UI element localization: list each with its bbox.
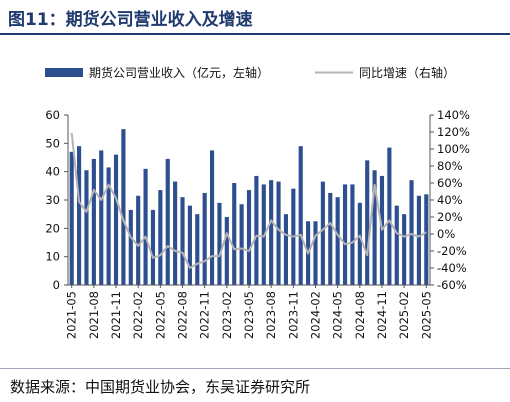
legend-line-label: 同比增速（右轴） (359, 65, 455, 80)
x-tick-label: 2025-02 (397, 291, 411, 339)
bar-2025-05 (424, 194, 429, 285)
bar-2021-07 (84, 170, 89, 285)
bar-2024-08 (357, 202, 362, 285)
bar-2024-07 (350, 184, 355, 285)
right-tick-label: 100% (437, 142, 470, 156)
bar-2024-09 (365, 160, 370, 285)
bar-2025-04 (416, 195, 421, 285)
right-tick-label: 80% (437, 159, 463, 173)
right-tick-label: -60% (437, 278, 467, 292)
x-tick-label: 2024-02 (308, 291, 322, 339)
line-series (70, 132, 427, 269)
bar-2023-10 (283, 214, 289, 285)
figure-title-bar: 图11：期货公司营业收入及增速 (0, 0, 510, 35)
x-tick-label: 2022-08 (176, 291, 190, 339)
x-tick-label: 2024-11 (375, 291, 389, 339)
left-tick-label: 60 (45, 108, 60, 122)
x-tick-label: 2022-05 (153, 291, 167, 339)
bar-2022-10 (195, 214, 200, 285)
bar-2023-05 (246, 190, 252, 285)
x-tick-label: 2025-05 (419, 291, 433, 339)
right-tick-label: 140% (437, 108, 470, 122)
left-tick-label: 20 (45, 221, 60, 235)
right-tick-label: 20% (437, 210, 463, 224)
source-note: 数据来源：中国期货业协会，东吴证券研究所 (10, 378, 311, 396)
bar-2022-07 (173, 181, 178, 285)
bar-2024-04 (328, 192, 333, 285)
x-tick-label: 2024-08 (353, 291, 367, 339)
bar-2022-11 (202, 192, 207, 285)
bar-2025-03 (409, 180, 414, 285)
bar-2025-01 (394, 205, 399, 285)
left-tick-label: 10 (45, 250, 60, 264)
x-tick-label: 2022-02 (131, 291, 145, 339)
right-tick-label: 120% (437, 125, 470, 139)
bar-2022-09 (187, 205, 192, 285)
bar-2023-01 (217, 202, 222, 285)
bar-2024-05 (335, 197, 340, 285)
bar-2023-08 (269, 180, 274, 285)
bar-2023-04 (239, 204, 244, 285)
chart-legend: 期货公司营业收入（亿元，左轴） 同比增速（右轴） (45, 65, 455, 80)
bar-2021-09 (99, 150, 104, 285)
left-tick-label: 40 (45, 165, 60, 179)
x-tick-label: 2023-05 (242, 291, 256, 339)
growth-line (70, 132, 427, 269)
bar-2024-02 (313, 221, 318, 285)
x-tick-label: 2023-08 (264, 291, 278, 339)
legend-bar-label: 期货公司营业收入（亿元，左轴） (89, 65, 269, 80)
x-tick-label: 2021-11 (109, 291, 123, 339)
bar-2021-11 (113, 154, 119, 285)
source-bar: 数据来源：中国期货业协会，东吴证券研究所 (0, 368, 510, 402)
x-tick-label: 2023-02 (220, 291, 234, 339)
right-tick-label: 40% (437, 193, 463, 207)
bar-2022-01 (128, 209, 133, 285)
bar-series (69, 129, 429, 285)
bar-2022-12 (209, 150, 215, 285)
bar-2022-06 (165, 158, 170, 285)
bar-2023-12 (298, 146, 303, 285)
right-tick-label: 0% (437, 227, 455, 241)
chart-axes: 0 10 20 30 40 50 60 -60% -40% -20% 0% 20% 40% 60% 80% 1… (45, 108, 470, 339)
bar-2022-04 (150, 209, 156, 285)
bar-2022-03 (143, 168, 148, 285)
chart: 期货公司营业收入（亿元，左轴） 同比增速（右轴） 0 10 20 30 40 50 60 -60… (45, 65, 470, 339)
legend-bar-swatch (45, 68, 83, 77)
right-tick-label: -20% (437, 244, 467, 258)
left-tick-label: 0 (53, 278, 60, 292)
bar-2021-08 (91, 158, 96, 285)
left-tick-label: 50 (45, 136, 60, 150)
bar-2023-03 (232, 183, 237, 285)
bar-2024-06 (342, 184, 348, 285)
right-tick-label: 60% (437, 176, 463, 190)
bar-2024-10 (372, 170, 377, 285)
x-tick-label: 2021-08 (87, 291, 101, 339)
bar-2021-12 (121, 129, 126, 285)
bar-2023-02 (224, 217, 229, 285)
bar-2022-08 (180, 197, 185, 285)
bar-2022-05 (158, 190, 163, 285)
bar-2024-03 (320, 181, 325, 285)
bar-2021-05 (69, 151, 74, 285)
right-tick-label: -40% (437, 261, 467, 275)
left-tick-label: 30 (45, 193, 60, 207)
figure-title: 图11：期货公司营业收入及增速 (8, 10, 253, 30)
x-tick-label: 2023-11 (286, 291, 300, 339)
bar-2021-06 (77, 146, 82, 285)
bar-2025-02 (402, 214, 407, 285)
bar-2021-10 (106, 167, 111, 285)
bar-2023-09 (276, 181, 281, 285)
x-tick-label: 2022-11 (198, 291, 212, 339)
bar-2023-06 (254, 175, 259, 285)
x-tick-label: 2024-05 (331, 291, 345, 339)
bar-2022-02 (136, 195, 141, 285)
bar-2024-12 (387, 147, 392, 285)
x-tick-label: 2021-05 (65, 291, 79, 339)
